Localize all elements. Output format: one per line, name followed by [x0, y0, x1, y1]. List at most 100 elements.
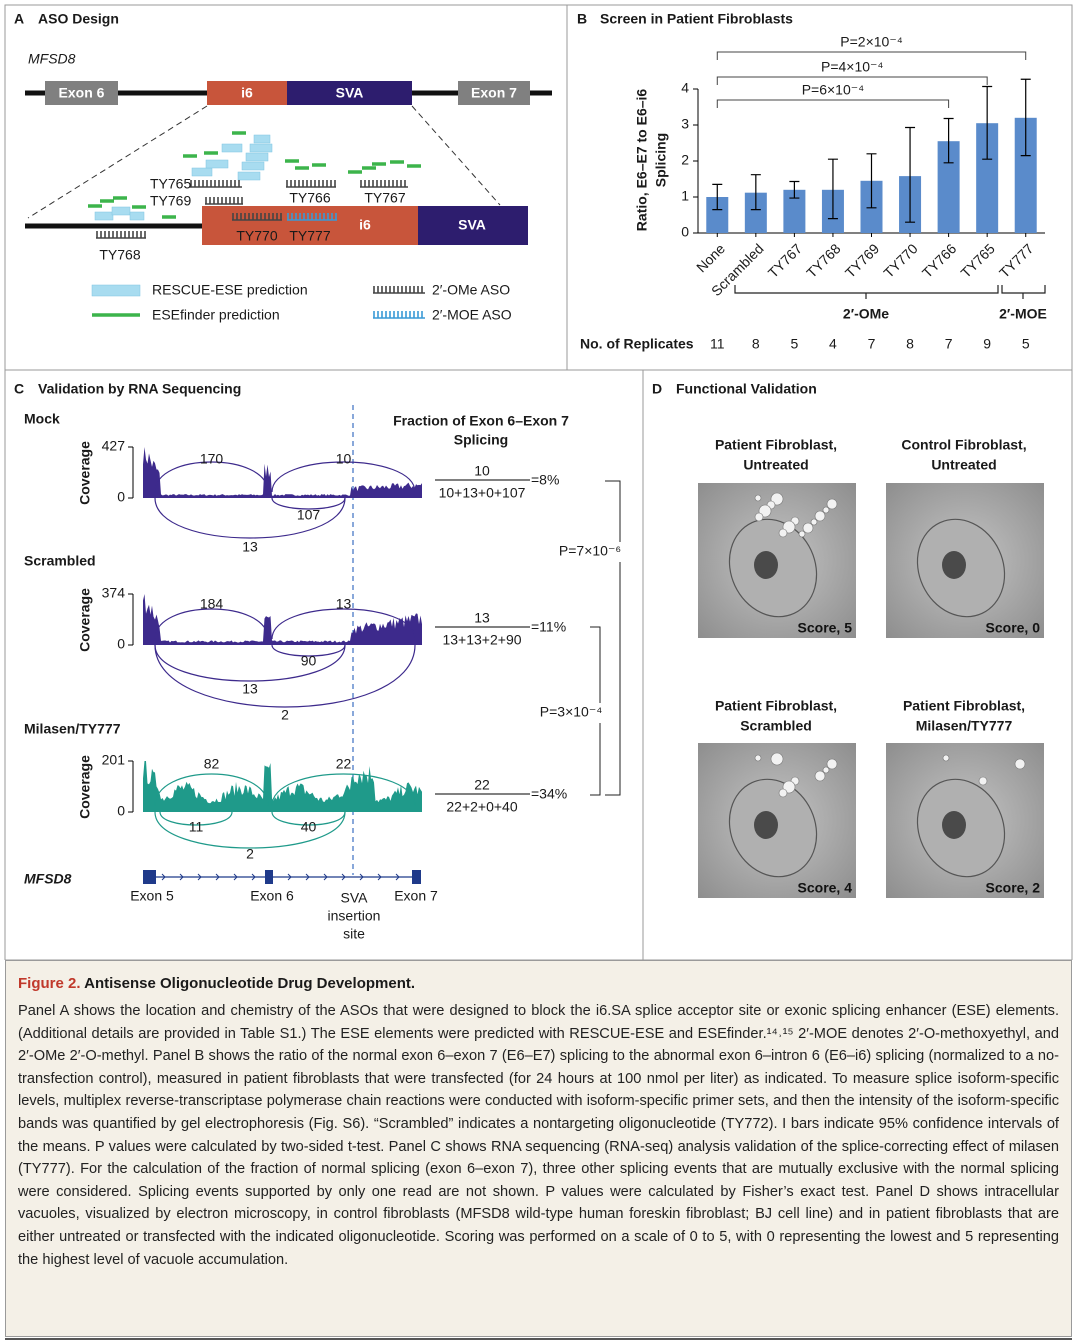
rescue-ese-box	[94, 211, 114, 221]
aso-glyph	[360, 180, 408, 188]
junction-count: 13	[242, 681, 258, 697]
exon-label: Exon 7	[471, 85, 517, 101]
junction-count: 11	[189, 819, 204, 835]
bar	[744, 192, 767, 233]
y-axis-title: Ratio, E6–E7 to E6–i6	[634, 89, 650, 232]
bar	[1014, 117, 1037, 233]
y-tick-label: 0	[681, 224, 689, 240]
junction-count: 107	[297, 507, 321, 523]
aso-glyph	[205, 197, 243, 205]
fraction-percent: =8%	[531, 472, 559, 488]
strand-arrow	[341, 873, 346, 881]
rescue-ese-box	[221, 143, 243, 153]
strand-arrow	[251, 873, 256, 881]
junction-arc	[154, 461, 269, 493]
aso-glyph	[287, 213, 337, 221]
image-title: Untreated	[931, 457, 996, 473]
aso-glyph	[232, 213, 282, 221]
strand-arrow	[161, 873, 166, 881]
panel-letter: A	[14, 11, 24, 27]
junction-count: 13	[336, 596, 352, 612]
zoom-label: i6	[359, 217, 371, 233]
exon-label: Exon 6	[250, 888, 294, 904]
intron-box	[202, 206, 418, 245]
em-vacuole	[978, 776, 988, 786]
track-name: Milasen/TY777	[24, 721, 121, 737]
replicate-count: 7	[868, 336, 876, 352]
image-title: Untreated	[743, 457, 808, 473]
rescue-ese-box	[191, 167, 213, 177]
image-title: Scrambled	[740, 718, 812, 734]
rescue-ese-box	[249, 143, 273, 153]
fraction-numerator: 13	[474, 610, 490, 626]
fraction-percent: =11%	[531, 619, 566, 635]
image-title: Milasen/TY777	[916, 718, 1013, 734]
panel-frame	[642, 369, 1073, 960]
strand-arrow	[323, 873, 328, 881]
error-bar	[866, 153, 877, 209]
y-tick-label: 0	[117, 636, 125, 652]
coverage-area	[143, 594, 422, 645]
junction-count: 184	[200, 596, 224, 612]
error-bar	[905, 126, 916, 223]
y-axis-title: Splicing	[653, 133, 669, 187]
legend-label: RESCUE-ESE prediction	[152, 282, 308, 298]
x-tick-label: TY777	[996, 240, 1037, 281]
junction-count: 82	[204, 756, 220, 772]
fraction-header: Splicing	[454, 432, 508, 448]
em-vacuole	[822, 506, 830, 514]
caption-label: Figure 2.	[18, 975, 81, 992]
zoom-label: SVA	[458, 217, 486, 233]
em-vacuole	[810, 518, 818, 526]
p-value-label: P=4×10⁻⁴	[821, 59, 883, 75]
aso-label: TY777	[289, 228, 330, 244]
strand-arrow	[287, 873, 292, 881]
x-tick-label: TY770	[880, 240, 921, 281]
y-tick-label: 3	[681, 116, 689, 132]
aso-glyph	[96, 231, 146, 239]
strand-arrow	[215, 873, 220, 881]
junction-arc	[271, 461, 416, 493]
panel-letter: C	[14, 381, 24, 397]
site-label: SVA	[341, 890, 369, 906]
y-tick-label: 0	[117, 803, 125, 819]
zoom-line	[27, 105, 208, 219]
significance-bracket	[716, 51, 1027, 60]
em-nucleolus	[942, 551, 966, 579]
figure-panels: A ASO Design MFSD8 Exon 6 i6 SVA Exon 7 i6 SVA TY…	[4, 4, 1073, 960]
y-tick-label: 4	[681, 80, 689, 96]
strand-arrow	[197, 873, 202, 881]
fraction-numerator: 22	[474, 777, 490, 793]
rescue-ese-box	[237, 171, 261, 181]
coverage-label: Coverage	[77, 588, 93, 652]
group-label: 2′-MOE	[999, 306, 1047, 322]
bar	[976, 123, 999, 233]
panel-letter: B	[577, 11, 587, 27]
junction-arc	[271, 497, 346, 510]
junction-arc	[154, 644, 416, 708]
replicate-count: 7	[945, 336, 953, 352]
em-vacuole	[942, 754, 950, 762]
strand-arrow	[395, 873, 400, 881]
replicates-label: No. of Replicates	[580, 336, 694, 352]
junction-count: 10	[336, 451, 352, 467]
strand-arrow	[377, 873, 382, 881]
x-tick-label: None	[693, 240, 728, 275]
aso-glyph	[373, 286, 425, 294]
aso-glyph	[373, 311, 425, 319]
junction-count: 13	[242, 539, 258, 555]
exon-label: Exon 7	[394, 888, 438, 904]
coverage-area	[143, 447, 422, 498]
junction-arc	[271, 773, 416, 807]
panel-title: Validation by RNA Sequencing	[38, 381, 241, 397]
track-name: Mock	[24, 411, 60, 427]
legend-label: 2′-OMe ASO	[432, 282, 510, 298]
p-value-label: P=6×10⁻⁴	[802, 82, 864, 98]
aso-glyph	[190, 180, 242, 188]
junction-count: 170	[200, 451, 224, 467]
rescue-ese-box	[205, 159, 229, 169]
gene-name: MFSD8	[28, 51, 76, 67]
aso-label: TY767	[364, 190, 405, 206]
caption-title: Antisense Oligonucleotide Drug Developme…	[84, 975, 416, 992]
